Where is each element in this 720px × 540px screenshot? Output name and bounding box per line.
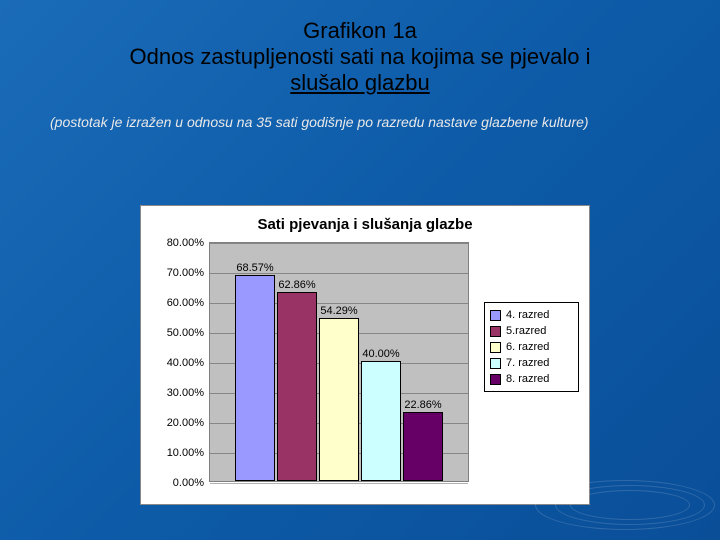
bar-3: 40.00% (361, 361, 401, 481)
legend-swatch (490, 326, 501, 337)
chart-title: Sati pjevanja i slušanja glazbe (141, 206, 589, 239)
bar-value-label: 40.00% (362, 348, 399, 360)
legend: 4. razred 5.razred 6. razred 7. razred 8. ra… (484, 302, 579, 392)
legend-row: 8. razred (490, 371, 573, 387)
y-tick-label: 0.00% (173, 477, 204, 489)
legend-row: 6. razred (490, 339, 573, 355)
legend-label: 5.razred (506, 325, 546, 337)
legend-label: 4. razred (506, 309, 549, 321)
y-tick-label: 80.00% (167, 237, 204, 249)
y-tick-label: 70.00% (167, 267, 204, 279)
heading-line-2: Odnos zastupljenosti sati na kojima se p… (80, 44, 640, 70)
slide-subtitle: (postotak je izražen u odnosu na 35 sati… (0, 96, 720, 130)
plot-area: 0.00%10.00%20.00%30.00%40.00%50.00%60.00… (209, 242, 469, 482)
y-tick-label: 30.00% (167, 387, 204, 399)
bar-value-label: 62.86% (278, 279, 315, 291)
y-tick-label: 50.00% (167, 327, 204, 339)
ripple-decoration (535, 480, 715, 530)
bar-value-label: 68.57% (236, 262, 273, 274)
y-tick-label: 10.00% (167, 447, 204, 459)
legend-swatch (490, 310, 501, 321)
heading-line-3: slušalo glazbu (80, 70, 640, 96)
legend-swatch (490, 342, 501, 353)
legend-swatch (490, 358, 501, 369)
heading-line-1: Grafikon 1a (80, 18, 640, 44)
legend-label: 7. razred (506, 357, 549, 369)
bar-1: 62.86% (277, 292, 317, 481)
legend-row: 4. razred (490, 307, 573, 323)
y-tick-label: 40.00% (167, 357, 204, 369)
bar-value-label: 54.29% (320, 305, 357, 317)
slide-heading: Grafikon 1a Odnos zastupljenosti sati na… (0, 0, 720, 96)
legend-row: 7. razred (490, 355, 573, 371)
legend-swatch (490, 374, 501, 385)
bars-group: 68.57%62.86%54.29%40.00%22.86% (210, 243, 468, 481)
bar-4: 22.86% (403, 412, 443, 481)
bar-2: 54.29% (319, 318, 359, 481)
chart-container: Sati pjevanja i slušanja glazbe 0.00% 10.… (140, 205, 590, 505)
chart-body: 0.00% 10.00% 20.00% 30.00% 40.00% 50.00% 60.00… (151, 242, 579, 494)
legend-label: 8. razred (506, 373, 549, 385)
grid-line (210, 483, 468, 484)
legend-label: 6. razred (506, 341, 549, 353)
legend-row: 5.razred (490, 323, 573, 339)
bar-value-label: 22.86% (404, 399, 441, 411)
bar-0: 68.57% (235, 275, 275, 481)
y-tick-label: 60.00% (167, 297, 204, 309)
y-tick-label: 20.00% (167, 417, 204, 429)
